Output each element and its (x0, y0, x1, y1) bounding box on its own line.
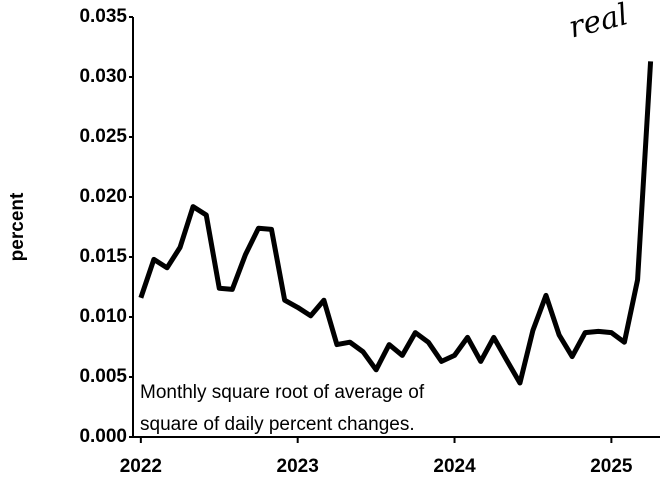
y-tick-label: 0.015 (79, 246, 127, 267)
y-tick-label: 0.005 (79, 366, 127, 387)
y-tick-label: 0.035 (79, 6, 127, 27)
handwritten-note: real (565, 0, 631, 46)
annotation: square of daily percent changes. (140, 414, 415, 435)
y-tick-label: 0.020 (79, 186, 127, 207)
y-tick-label: 0.025 (79, 126, 127, 147)
x-tick-label: 2023 (277, 456, 319, 477)
y-tick-label: 0.010 (79, 306, 127, 327)
y-tick-label: 0.000 (79, 426, 127, 447)
y-axis-label: percent (7, 192, 28, 261)
line (138, 61, 654, 386)
x-tick-label: 2025 (590, 456, 633, 477)
y-tick-label: 0.030 (79, 66, 127, 87)
x-tick-label: 2022 (120, 456, 162, 477)
annotation: Monthly square root of average of (140, 382, 425, 403)
x-tick-label: 2024 (433, 456, 476, 477)
